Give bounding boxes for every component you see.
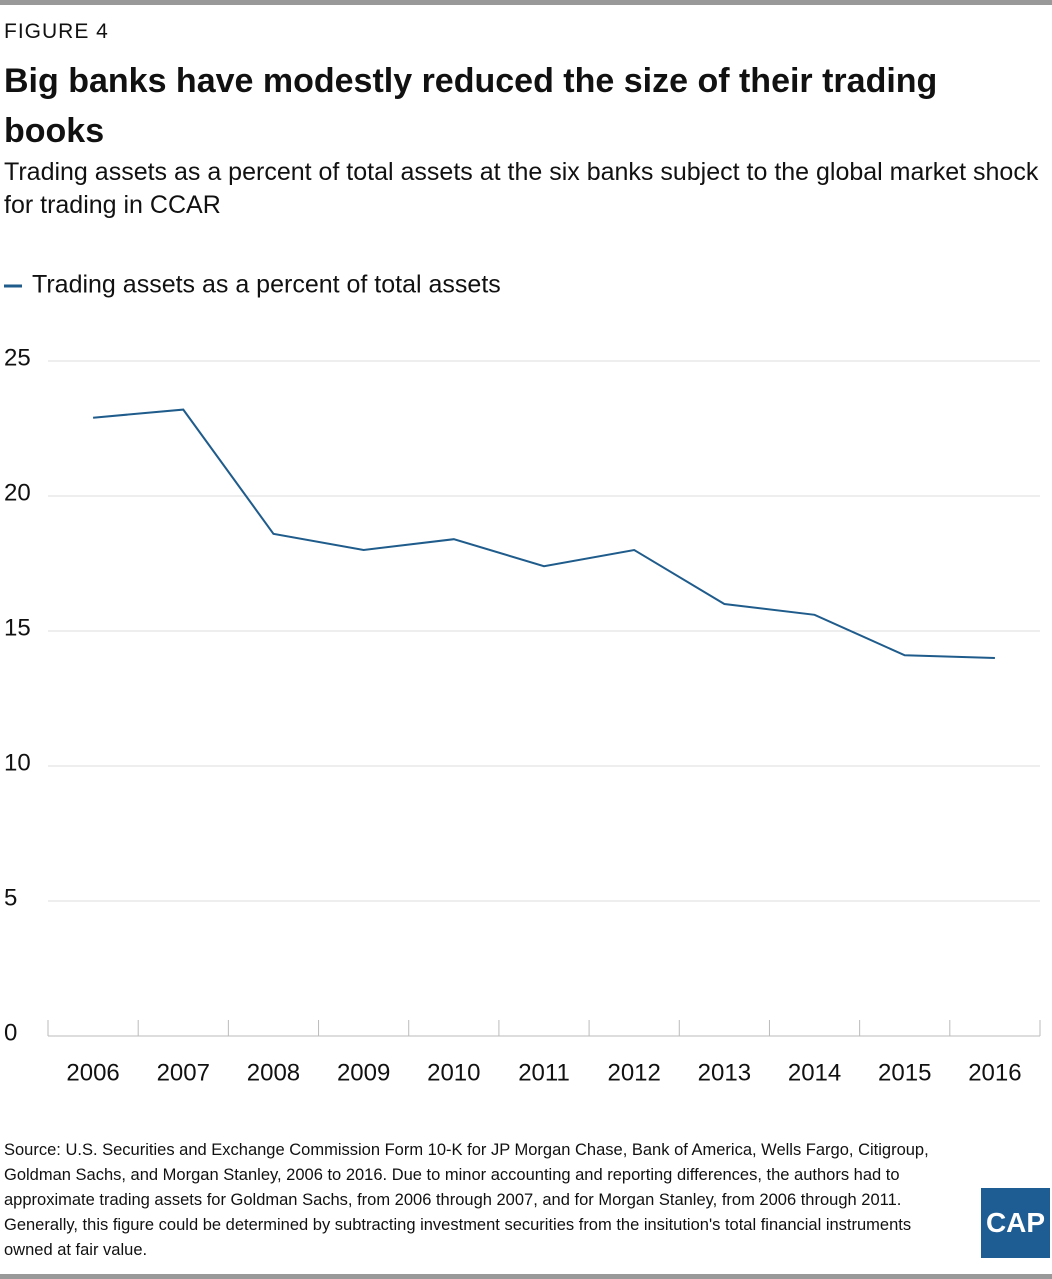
x-tick-label: 2011	[518, 1059, 570, 1086]
data-line	[93, 408, 995, 659]
y-tick-label: 20	[4, 479, 31, 506]
x-tick-label: 2013	[698, 1059, 751, 1086]
y-tick-label: 10	[4, 749, 31, 776]
bottom-rule	[0, 1274, 1052, 1279]
y-tick-label: 5	[4, 884, 17, 911]
source-note: Source: U.S. Securities and Exchange Com…	[4, 1141, 929, 1259]
figure-label: FIGURE 4	[4, 20, 109, 43]
x-tick-label: 2006	[66, 1059, 119, 1086]
y-tick-label: 15	[4, 614, 31, 641]
chart-title: Big banks have modestly reduced the size…	[4, 62, 938, 150]
y-tick-label: 0	[4, 1019, 17, 1046]
legend-label: Trading assets as a percent of total ass…	[32, 271, 501, 299]
x-tick-label: 2016	[968, 1059, 1021, 1086]
logo: CAP	[981, 1188, 1050, 1258]
x-tick-label: 2010	[427, 1059, 480, 1086]
x-tick-label: 2007	[157, 1059, 210, 1086]
y-tick-label: 25	[4, 344, 31, 371]
top-rule	[0, 0, 1052, 5]
chart: Trading assets as a percent of total ass…	[4, 271, 1041, 1086]
x-tick-label: 2014	[788, 1059, 841, 1086]
x-tick-label: 2009	[337, 1059, 390, 1086]
chart-subtitle: Trading assets as a percent of total ass…	[4, 158, 1039, 219]
x-tick-label: 2015	[878, 1059, 931, 1086]
x-tick-label: 2008	[247, 1059, 300, 1086]
x-tick-label: 2012	[607, 1059, 660, 1086]
